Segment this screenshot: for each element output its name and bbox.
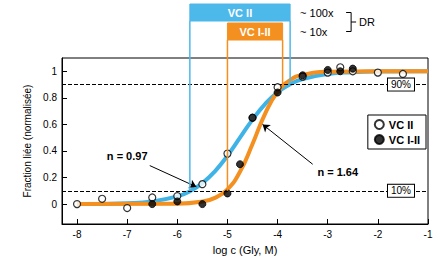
svg-text:-4: -4 [273,229,282,240]
svg-text:VC II: VC II [228,7,252,19]
svg-text:1: 1 [51,66,57,77]
svg-text:-1: -1 [424,229,433,240]
svg-text:0.4: 0.4 [43,145,57,156]
svg-text:~ 10x: ~ 10x [300,26,328,38]
svg-text:VC II: VC II [389,119,413,131]
svg-text:VC I-II: VC I-II [239,26,270,38]
svg-text:-2: -2 [373,229,382,240]
svg-text:0.2: 0.2 [43,172,57,183]
svg-text:-6: -6 [173,229,182,240]
svg-text:-8: -8 [73,229,82,240]
svg-text:DR: DR [359,16,375,28]
svg-text:VC I-II: VC I-II [389,134,420,146]
svg-text:n = 1.64: n = 1.64 [317,166,359,178]
svg-text:-7: -7 [123,229,132,240]
svg-text:n = 0.97: n = 0.97 [107,150,148,162]
svg-text:~ 100x: ~ 100x [300,7,334,19]
svg-text:90%: 90% [391,79,411,90]
svg-text:10%: 10% [391,185,411,196]
svg-text:log c (Gly, M): log c (Gly, M) [213,244,278,256]
svg-text:-3: -3 [323,229,332,240]
svg-text:0.8: 0.8 [43,92,57,103]
svg-text:0.6: 0.6 [43,119,57,130]
svg-text:0: 0 [51,199,57,210]
svg-text:Fraction liée (normalisée): Fraction liée (normalisée) [22,85,33,198]
svg-text:-5: -5 [223,229,232,240]
